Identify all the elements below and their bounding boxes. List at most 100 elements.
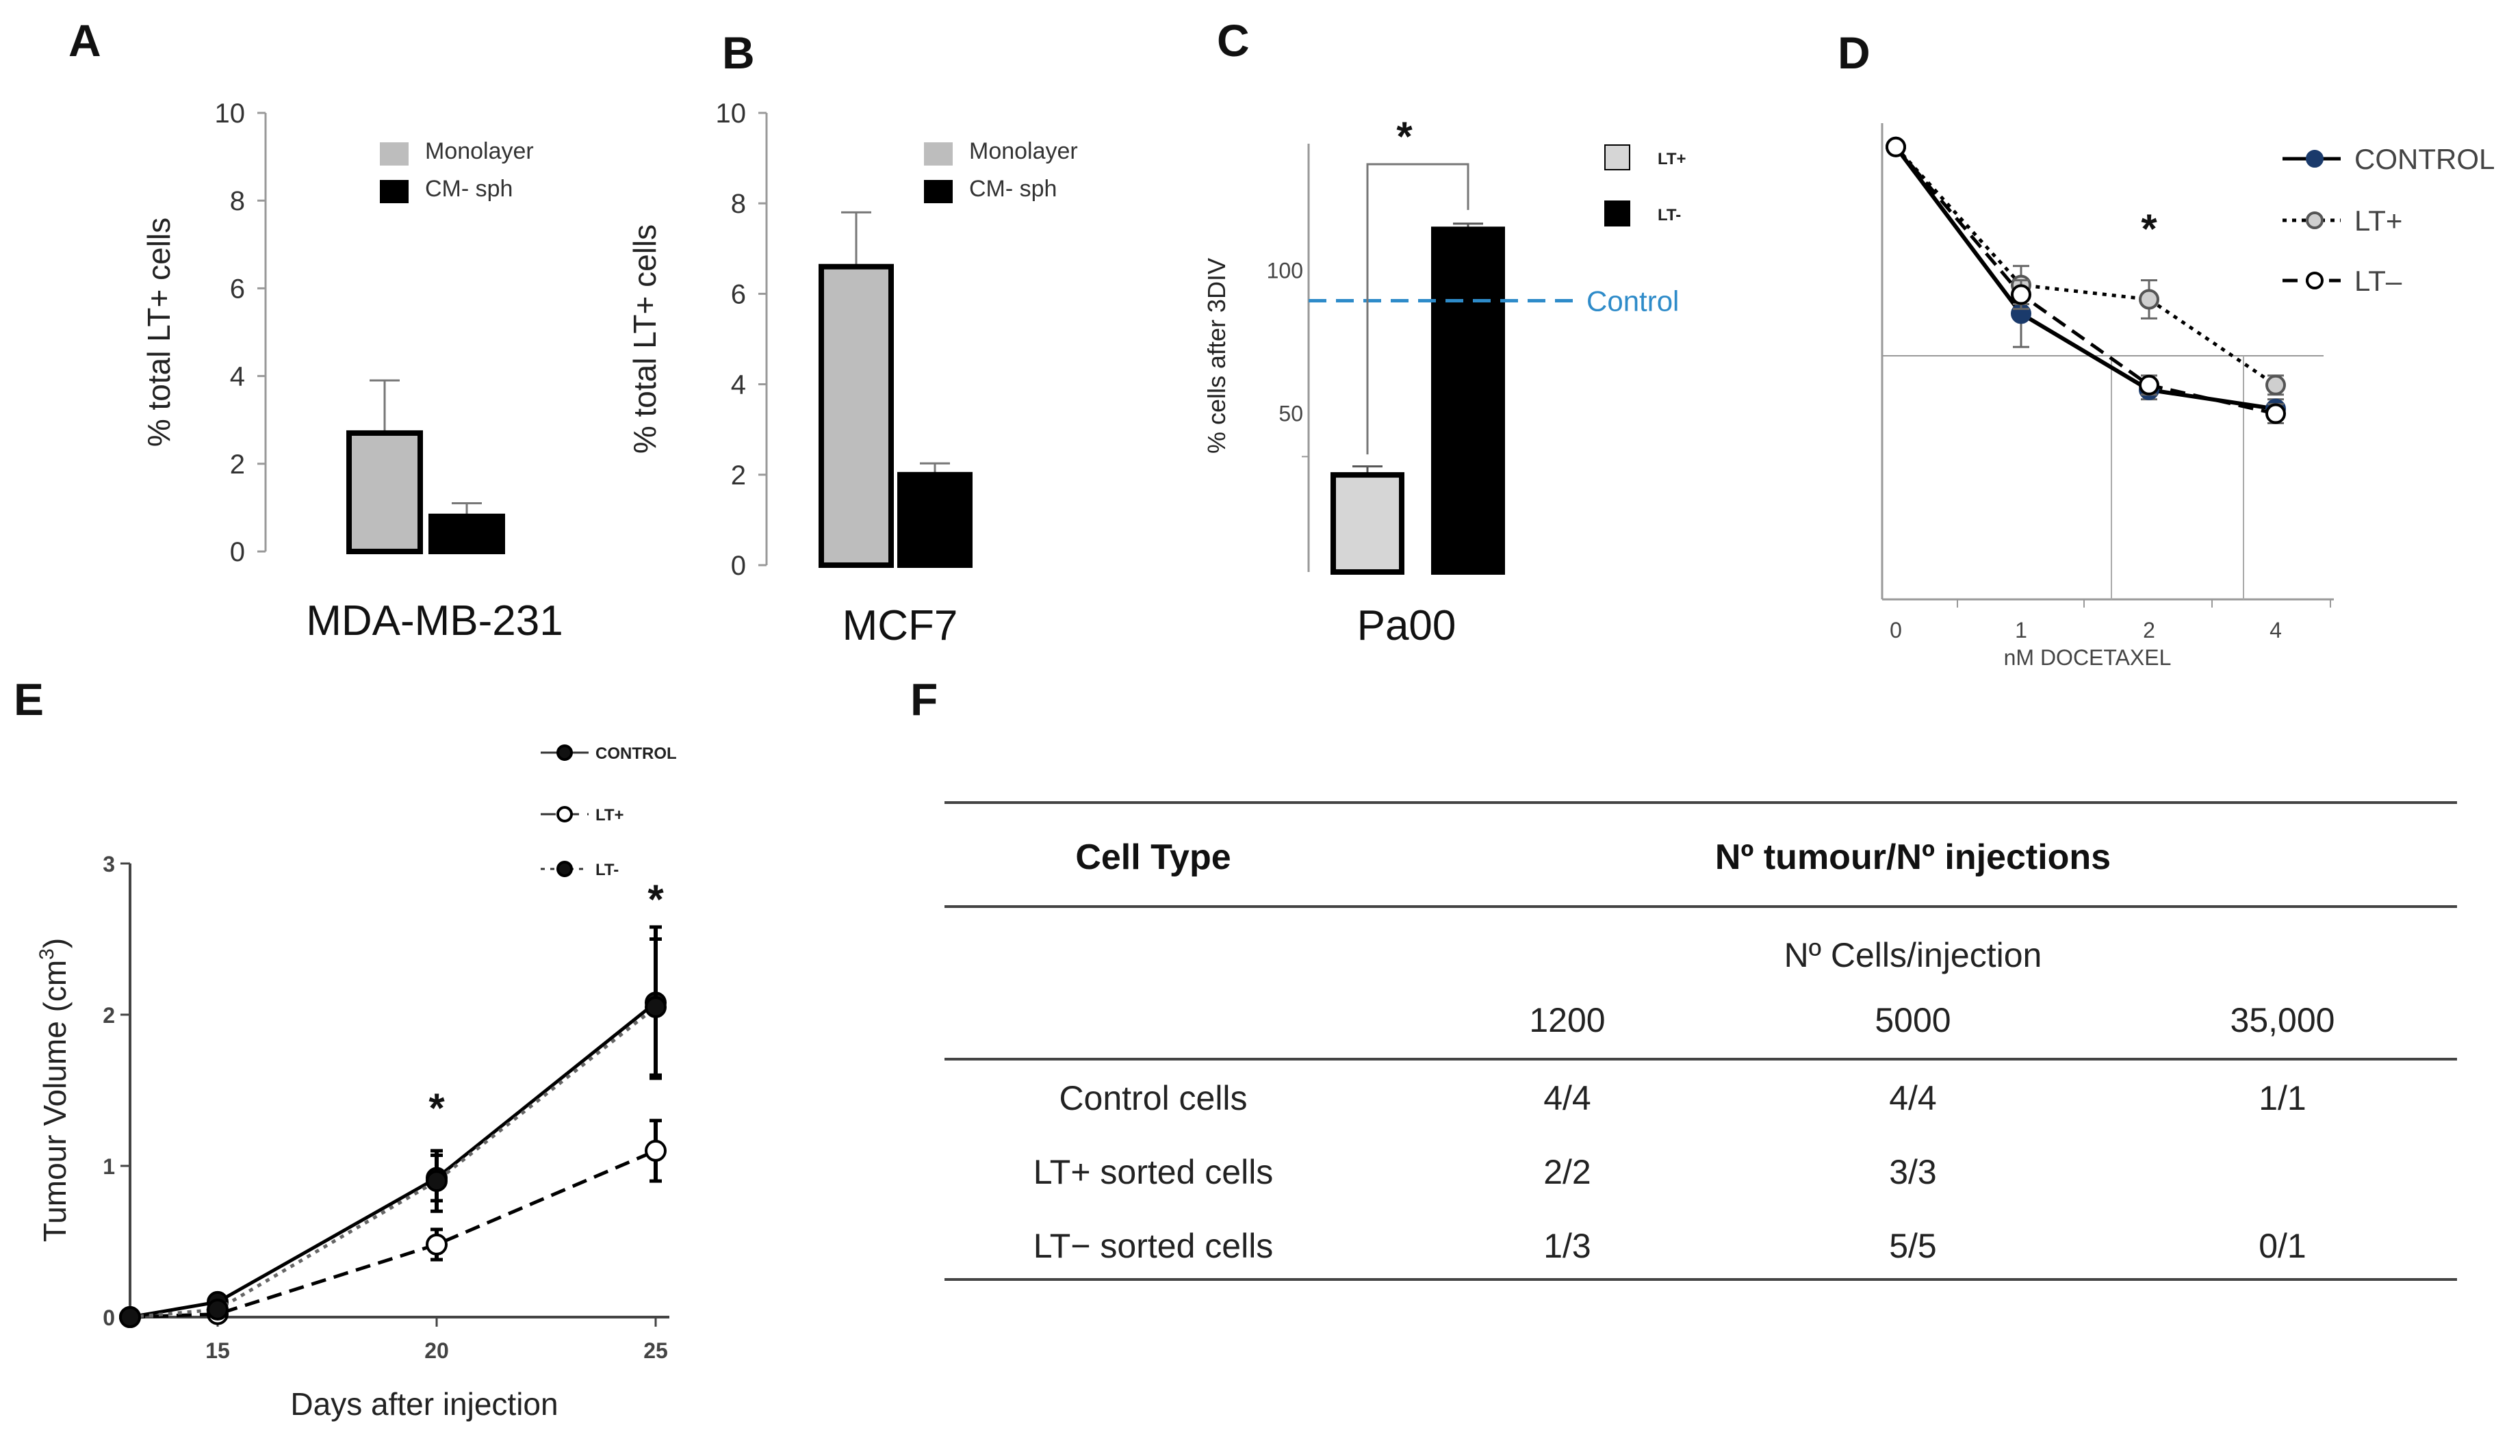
chart-a: 0 2 4 6 8 10 % total LT+ cells Monolayer CM- sph… (141, 99, 563, 645)
y-tick-label: 2 (731, 460, 746, 491)
table-cell: 4/4 (1543, 1079, 1591, 1117)
legend-label: Monolayer (425, 138, 534, 164)
bar-cm-sph (897, 471, 973, 568)
x-tick-label: 20 (424, 1338, 449, 1363)
table-row-label: LT− sorted cells (1033, 1227, 1274, 1265)
data-point (2011, 284, 2031, 305)
panel-letter-b: B (722, 27, 755, 78)
table-column-header: 1200 (1529, 1001, 1605, 1039)
y-tick-label: 50 (1278, 401, 1303, 426)
y-tick-label: 10 (215, 99, 246, 129)
legend-swatch (924, 142, 953, 166)
table-header-cell-type: Cell Type (1075, 837, 1231, 877)
legend-label: LT+ (2354, 205, 2402, 237)
significance-star: * (1396, 114, 1413, 159)
series-line-lt- (129, 1005, 657, 1319)
legend-marker (2306, 150, 2324, 168)
data-point (426, 1170, 448, 1193)
y-tick-label: 4 (731, 370, 746, 400)
legend-swatch (380, 142, 409, 166)
legend-marker (556, 806, 573, 822)
y-tick-label: 3 (103, 852, 115, 876)
table-column-header: 5000 (1875, 1001, 1951, 1039)
y-axis-label: % cells after 3DIV (1203, 258, 1231, 454)
table-column-header: 35,000 (2230, 1001, 2335, 1039)
table-cell: 1/3 (1543, 1227, 1591, 1265)
legend-label: LT+ (1658, 150, 1686, 168)
panel-letter-f: F (910, 674, 938, 725)
y-tick-label: 6 (731, 279, 746, 309)
control-label: Control (1586, 285, 1679, 317)
y-tick-label: 2 (103, 1003, 115, 1028)
bar-cm-sph (428, 513, 505, 554)
table-row-label: Control cells (1059, 1079, 1247, 1117)
series-line-control (129, 1001, 657, 1319)
x-tick-label: 15 (205, 1338, 230, 1363)
data-point (2139, 289, 2159, 310)
legend-label: LT- (595, 861, 619, 879)
chart-title: MDA-MB-231 (306, 597, 563, 645)
x-axis-label: Days after injection (290, 1386, 558, 1422)
x-tick-label: 4 (2270, 618, 2282, 642)
y-tick-label: 1 (103, 1154, 115, 1179)
table-cell: 0/1 (2259, 1227, 2306, 1265)
series-line-lt- (1894, 146, 2276, 415)
series-line-lt- (1894, 146, 2277, 387)
chart-d: 0 1 2 4 nM DOCETAXEL CONTROL LT+ LT– * (1881, 123, 2495, 670)
x-tick-label: 2 (2143, 618, 2155, 642)
y-tick-label: 8 (230, 186, 245, 216)
legend-label: CONTROL (595, 744, 677, 763)
y-tick-label: 2 (230, 450, 245, 480)
legend-marker (556, 861, 573, 877)
legend-swatch (1604, 200, 1630, 226)
y-axis-label-sup: 3 (36, 948, 58, 960)
y-axis-label: % total LT+ cells (141, 218, 177, 447)
chart-title: Pa00 (1357, 602, 1456, 649)
data-point (2265, 403, 2286, 424)
data-point (1886, 136, 1906, 157)
table-cell: 1/1 (2259, 1079, 2306, 1117)
table-cell: 4/4 (1889, 1079, 1937, 1117)
x-tick-label: 1 (2015, 618, 2027, 642)
y-tick-label: 0 (731, 551, 746, 581)
bar-monolayer (346, 430, 423, 554)
series-line-lt- (129, 1149, 656, 1319)
table-subheader: Nº Cells/injection (1784, 936, 2042, 974)
chart-title: MCF7 (843, 602, 958, 649)
legend-label: LT- (1658, 206, 1681, 224)
series-line-control (1894, 145, 2276, 411)
y-tick-label: 10 (716, 99, 747, 129)
y-axis-label: % total LT+ cells (627, 224, 663, 454)
panel-letter-c: C (1217, 15, 1250, 66)
table-cell: 5/5 (1889, 1227, 1937, 1265)
panel-letter-d: D (1838, 27, 1870, 78)
legend-label: CM- sph (969, 176, 1057, 202)
legend-marker (556, 744, 573, 761)
data-point (426, 1233, 448, 1256)
table-row-label: LT+ sorted cells (1033, 1153, 1274, 1191)
y-tick-label: 0 (230, 537, 245, 567)
legend-label: CONTROL (2354, 143, 2495, 175)
table-cell: 2/2 (1543, 1153, 1591, 1191)
y-tick-label: 8 (731, 189, 746, 219)
bar-lt- (1431, 226, 1505, 575)
legend-label: LT+ (595, 806, 624, 824)
chart-b: 0 2 4 6 8 10 % total LT+ cells Monolayer CM- sph… (627, 99, 1078, 649)
significance-star: * (647, 876, 664, 922)
legend-label: CM- sph (425, 176, 513, 202)
table-cell: 3/3 (1889, 1153, 1937, 1191)
y-tick-label: 4 (230, 362, 245, 392)
table-header-span: Nº tumour/Nº injections (1715, 837, 2111, 877)
x-tick-label: 0 (1890, 618, 1902, 642)
data-point (2265, 374, 2286, 395)
y-axis-label-end: ) (37, 938, 73, 948)
legend-label: LT– (2354, 265, 2402, 297)
data-point (645, 996, 667, 1018)
legend-swatch (380, 180, 409, 203)
y-tick-label: 6 (230, 274, 245, 304)
data-point (207, 1298, 229, 1321)
y-axis-label: Tumour Volume (cm3) (36, 938, 73, 1242)
significance-star: * (428, 1085, 445, 1131)
bar-monolayer (819, 263, 894, 568)
